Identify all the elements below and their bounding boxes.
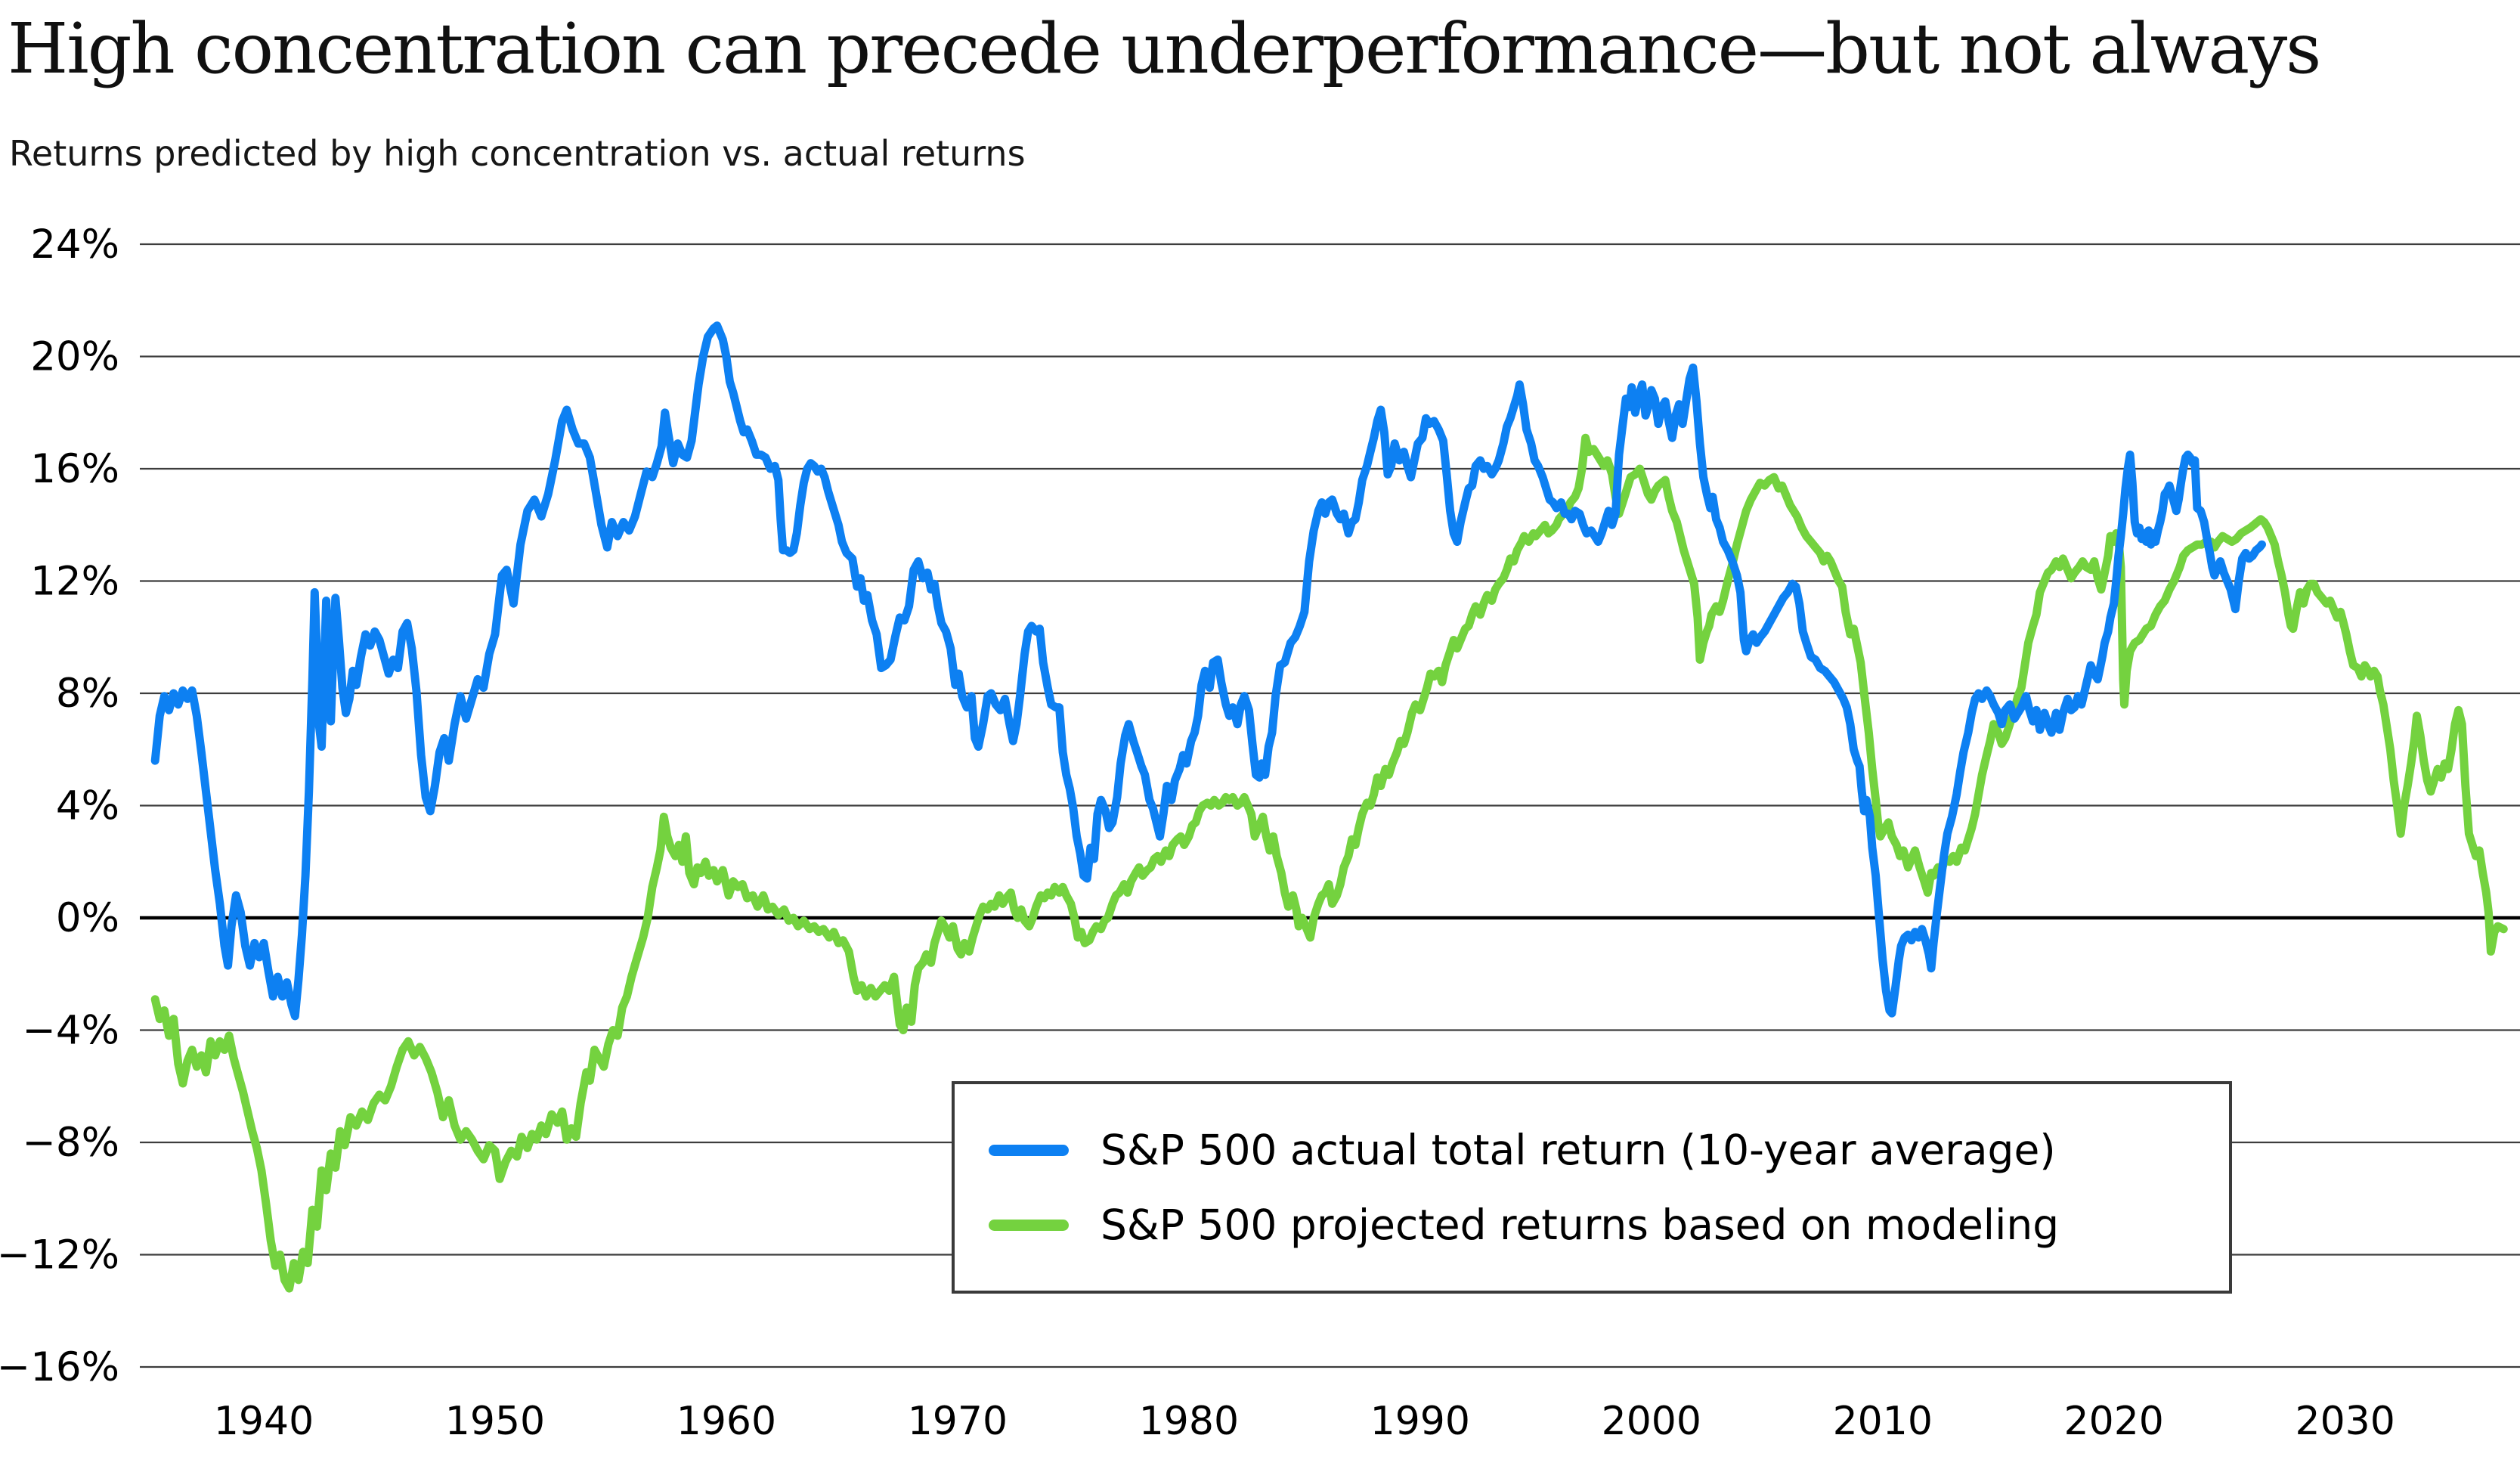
x-axis-label: 2020 — [2064, 1399, 2164, 1444]
legend-item-projected: S&P 500 projected returns based on model… — [989, 1204, 2229, 1246]
y-axis-label: 24% — [30, 222, 119, 268]
y-axis-label: −4% — [23, 1008, 120, 1054]
y-axis-label: 4% — [56, 783, 119, 829]
x-axis-label: 2030 — [2296, 1399, 2395, 1444]
legend-label-actual: S&P 500 actual total return (10-year ave… — [1101, 1125, 2056, 1174]
y-axis-label: 12% — [30, 559, 119, 605]
legend-label-projected: S&P 500 projected returns based on model… — [1101, 1200, 2060, 1249]
y-axis-label: 16% — [30, 446, 119, 492]
y-axis-label: −16% — [0, 1344, 119, 1390]
x-axis-label: 2000 — [1602, 1399, 1701, 1444]
x-axis-label: 1940 — [214, 1399, 314, 1444]
x-axis-label: 1960 — [676, 1399, 776, 1444]
actual-return-line — [150, 321, 2266, 1021]
x-axis-label: 1970 — [908, 1399, 1008, 1444]
legend-item-actual: S&P 500 actual total return (10-year ave… — [989, 1125, 2229, 1174]
x-axis-label: 2010 — [1833, 1399, 1933, 1444]
y-axis-label: −12% — [0, 1232, 119, 1278]
page-subtitle: Returns predicted by high concentration … — [9, 133, 1026, 174]
x-axis-label: 1980 — [1139, 1399, 1239, 1444]
y-axis-label: 0% — [56, 895, 119, 941]
legend-swatch-actual-icon — [989, 1144, 1069, 1156]
chart-legend: S&P 500 actual total return (10-year ave… — [952, 1081, 2232, 1294]
x-axis-label: 1990 — [1370, 1399, 1470, 1444]
y-axis-label: 20% — [30, 334, 119, 380]
legend-swatch-projected-icon — [989, 1219, 1069, 1231]
x-axis-label: 1950 — [445, 1399, 545, 1444]
y-axis-label: 8% — [56, 671, 119, 717]
projected-return-line — [150, 433, 2508, 1293]
page-title: High concentration can precede underperf… — [8, 8, 2321, 89]
y-axis-label: −8% — [23, 1120, 120, 1166]
